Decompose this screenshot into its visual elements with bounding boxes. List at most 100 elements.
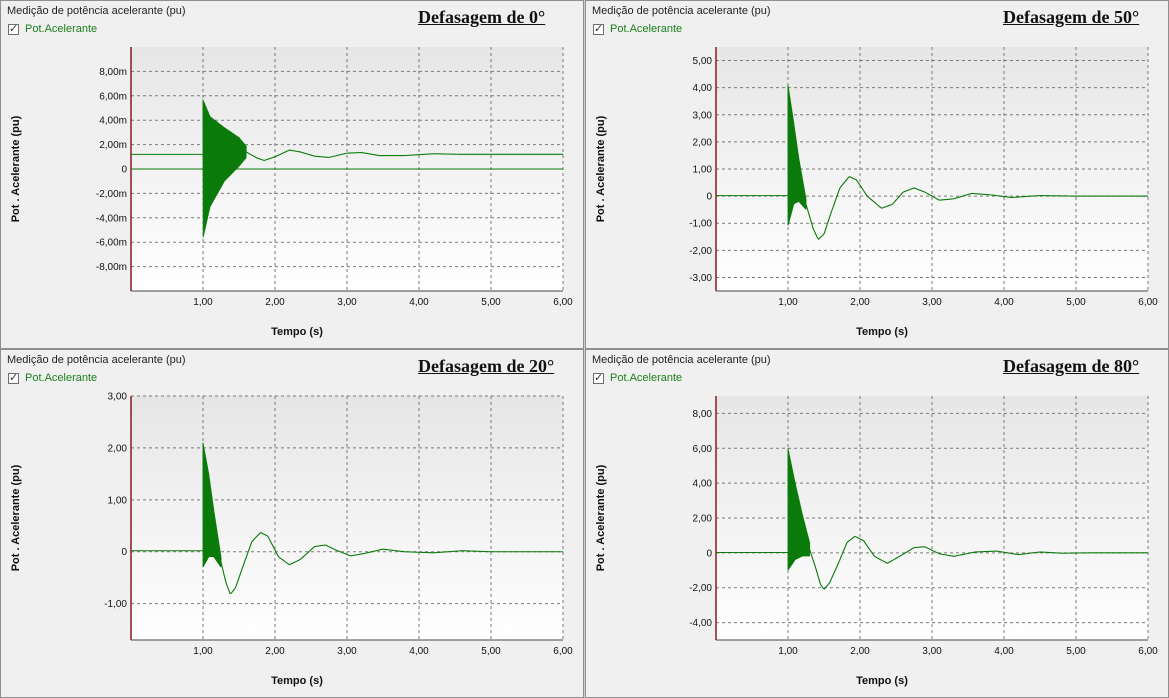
y-tick-label: 2,00	[693, 137, 713, 148]
y-tick-label: 6,00	[693, 444, 713, 455]
y-tick-label: 4,00	[693, 479, 713, 490]
y-tick-label: -4,00	[689, 618, 712, 629]
panel-header: Medição de potência acelerante (pu)	[7, 354, 186, 366]
y-tick-label: -4,00m	[96, 213, 127, 224]
legend-entry[interactable]: Pot.Acelerante	[593, 371, 683, 384]
x-tick-label: 3,00	[922, 297, 942, 308]
y-tick-label: 6,00m	[99, 91, 127, 102]
y-tick-label: -8,00m	[96, 262, 127, 273]
legend-label: Pot.Acelerante	[610, 23, 683, 35]
panel-header: Medição de potência acelerante (pu)	[7, 5, 186, 17]
legend-label: Pot.Acelerante	[25, 372, 98, 384]
chart-panel-0deg: Medição de potência acelerante (pu) Pot.…	[0, 0, 584, 349]
x-axis-title: Tempo (s)	[856, 326, 908, 338]
series-toggle-checkbox[interactable]	[8, 371, 19, 384]
x-tick-label: 2,00	[265, 297, 285, 308]
series-group	[716, 84, 1148, 241]
series-oscillation-band	[787, 448, 811, 571]
y-tick-label: 2,00	[108, 443, 128, 454]
y-tick-label: 2,00m	[99, 140, 127, 151]
x-tick-label: 3,00	[922, 646, 942, 657]
series-toggle-checkbox[interactable]	[593, 22, 604, 35]
y-tick-label: 5,00	[693, 56, 713, 67]
chart-title: Defasagem de 0°	[418, 7, 546, 27]
legend-entry[interactable]: Pot.Acelerante	[593, 22, 683, 35]
chart-svg: 1,00 2,00 3,00 4,00 5,00 6,00 -1,00 0 1,00 2,00 3,…	[10, 392, 573, 688]
chart-panel-80deg: Medição de potência acelerante (pu) Pot.…	[585, 349, 1169, 698]
y-tick-label: 3,00	[108, 392, 128, 403]
x-axis-title: Tempo (s)	[271, 675, 323, 687]
y-tick-label: -2,00	[689, 246, 712, 257]
y-tick-label: 4,00m	[99, 116, 127, 127]
x-tick-label: 5,00	[1066, 297, 1086, 308]
series-oscillation-band	[787, 84, 807, 226]
y-tick-label: -1,00	[104, 599, 127, 610]
chart-title: Defasagem de 20°	[418, 356, 555, 376]
y-tick-label: -6,00m	[96, 238, 127, 249]
panel-header: Medição de potência acelerante (pu)	[592, 354, 771, 366]
y-tick-label: 0	[706, 192, 712, 203]
chart-panel-50deg: Medição de potência acelerante (pu) Pot.…	[585, 0, 1169, 349]
x-tick-label: 2,00	[850, 297, 870, 308]
legend-label: Pot.Acelerante	[610, 372, 683, 384]
x-tick-label: 4,00	[994, 297, 1014, 308]
x-tick-label: 3,00	[337, 297, 357, 308]
series-line	[220, 532, 563, 595]
series-line	[809, 535, 1148, 590]
x-tick-label: 4,00	[994, 646, 1014, 657]
series-group	[131, 442, 563, 595]
series-group	[131, 99, 563, 238]
x-tick-label: 5,00	[1066, 646, 1086, 657]
x-tick-label: 5,00	[481, 646, 501, 657]
x-tick-label: 2,00	[265, 646, 285, 657]
x-tick-label: 3,00	[337, 646, 357, 657]
x-tick-label: 6,00	[1138, 646, 1158, 657]
series-line	[805, 175, 1148, 241]
x-tick-label: 1,00	[778, 646, 798, 657]
x-tick-label: 6,00	[553, 646, 573, 657]
x-axis-title: Tempo (s)	[271, 326, 323, 338]
x-tick-label: 6,00	[1138, 297, 1158, 308]
chart-svg: 1,00 2,00 3,00 4,00 5,00 6,00 -8,00m -6,00m -4,0…	[10, 47, 573, 338]
y-tick-label: -3,00	[689, 273, 712, 284]
y-tick-label: 2,00	[693, 514, 713, 525]
x-axis-title: Tempo (s)	[856, 675, 908, 687]
chart-svg: 1,00 2,00 3,00 4,00 5,00 6,00 -4,00 -2,00 0 2,00 4…	[595, 396, 1158, 687]
y-tick-label: -2,00	[689, 583, 712, 594]
y-tick-label: -2,00m	[96, 189, 127, 200]
series-group	[716, 448, 1148, 590]
series-toggle-checkbox[interactable]	[593, 371, 604, 384]
y-tick-label: 8,00	[693, 409, 713, 420]
x-tick-label: 1,00	[778, 297, 798, 308]
y-tick-label: 4,00	[693, 83, 713, 94]
x-tick-label: 4,00	[409, 646, 429, 657]
y-tick-label: 8,00m	[99, 67, 127, 78]
series-toggle-checkbox[interactable]	[8, 22, 19, 35]
series-line	[245, 149, 563, 162]
y-tick-label: 0	[121, 547, 127, 558]
series-oscillation-band	[202, 99, 247, 238]
y-tick-label: 3,00	[693, 110, 713, 121]
chart-title: Defasagem de 50°	[1003, 7, 1140, 27]
legend-label: Pot.Acelerante	[25, 23, 98, 35]
y-tick-label: -1,00	[689, 219, 712, 230]
x-tick-label: 5,00	[481, 297, 501, 308]
panel-header: Medição de potência acelerante (pu)	[592, 5, 771, 17]
legend-entry[interactable]: Pot.Acelerante	[8, 22, 98, 35]
x-tick-label: 6,00	[553, 297, 573, 308]
x-tick-label: 4,00	[409, 297, 429, 308]
series-oscillation-band	[202, 442, 222, 568]
legend-entry[interactable]: Pot.Acelerante	[8, 371, 98, 384]
y-tick-label: 0	[706, 548, 712, 559]
chart-panel-20deg: Medição de potência acelerante (pu) Pot.…	[0, 349, 584, 698]
chart-title: Defasagem de 80°	[1003, 356, 1140, 376]
y-tick-label: 1,00	[693, 165, 713, 176]
y-tick-label: 0	[121, 165, 127, 176]
y-axis-title: Pot . Acelerante (pu)	[10, 464, 22, 571]
chart-svg: 1,00 2,00 3,00 4,00 5,00 6,00 -3,00 -2,00 -1,00 0…	[595, 47, 1158, 338]
y-axis-title: Pot . Acelerante (pu)	[595, 115, 607, 222]
x-tick-label: 2,00	[850, 646, 870, 657]
y-axis-title: Pot . Acelerante (pu)	[10, 115, 22, 222]
x-tick-label: 1,00	[193, 297, 213, 308]
